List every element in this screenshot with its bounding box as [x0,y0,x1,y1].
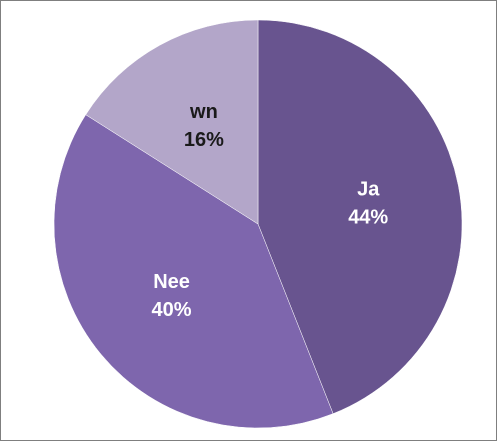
pie-slice [53,114,334,429]
slice-category-label: Nee [153,271,190,293]
pie-slice [257,19,463,414]
slice-category-label: wn [189,101,218,123]
slice-value-label: 40% [152,299,192,321]
slice-value-label: 16% [184,129,224,151]
slice-value-label: 44% [348,206,388,228]
pie-slice [85,19,259,225]
slice-category-label: Ja [357,178,380,200]
